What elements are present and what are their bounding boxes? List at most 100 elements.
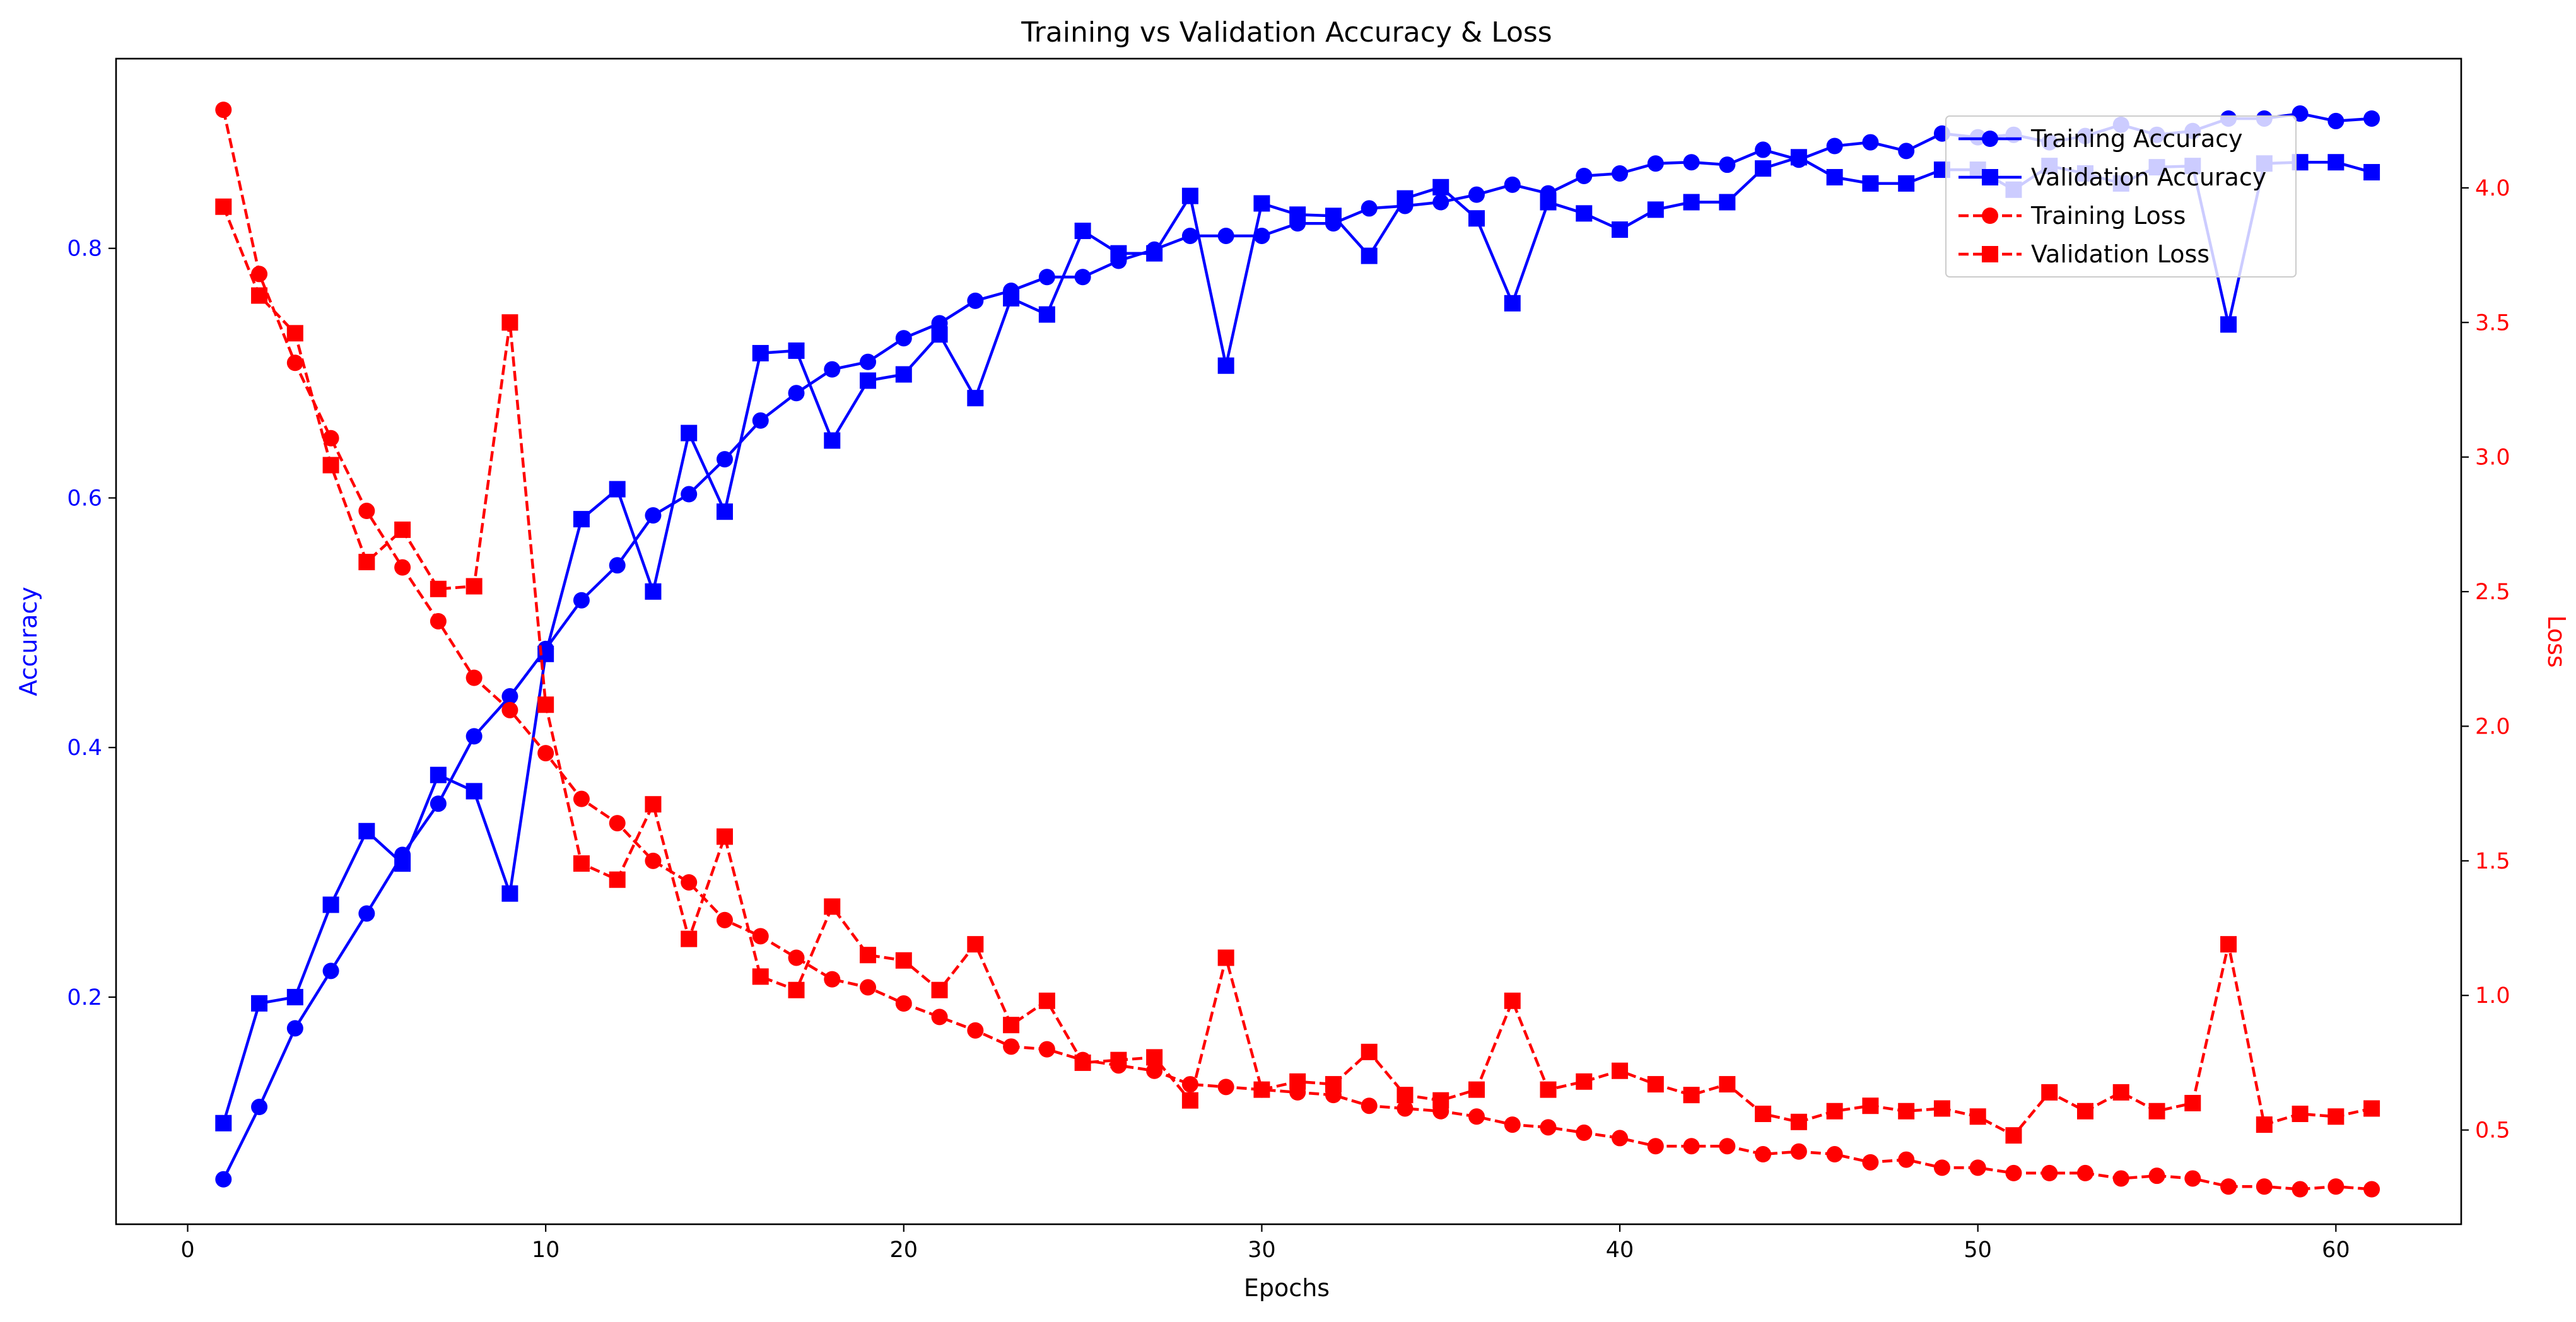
x-tick-label: 50 — [1964, 1237, 1992, 1263]
legend: Training Accuracy Validation Accuracy Trai… — [1945, 115, 2297, 278]
validation-accuracy-point — [2220, 316, 2237, 333]
training-loss-point — [1504, 1116, 1521, 1133]
training-accuracy-point — [2363, 110, 2380, 127]
training-accuracy-point — [1181, 227, 1198, 244]
validation-accuracy-point — [1898, 175, 1915, 192]
training-accuracy-point — [573, 592, 590, 609]
validation-loss-point — [286, 325, 303, 342]
validation-loss-point — [788, 981, 805, 998]
validation-accuracy-point — [251, 995, 268, 1012]
validation-loss-point — [1683, 1087, 1700, 1104]
training-accuracy-point — [824, 361, 841, 378]
training-accuracy-point — [465, 728, 483, 745]
validation-accuracy-point — [1576, 205, 1593, 222]
y-left-tick-label: 0.2 — [67, 985, 102, 1010]
validation-accuracy-point — [1217, 357, 1234, 374]
training-accuracy-point — [967, 292, 984, 309]
y-right-tick-label: 2.0 — [2475, 714, 2510, 739]
training-loss-point — [2184, 1170, 2201, 1187]
training-loss-point — [1361, 1097, 1378, 1114]
training-accuracy-point — [895, 330, 912, 347]
training-loss-point — [967, 1022, 984, 1039]
validation-loss-point — [1647, 1076, 1664, 1093]
training-loss-point — [1146, 1062, 1163, 1079]
validation-accuracy-point — [1110, 245, 1127, 262]
training-loss-point — [2112, 1170, 2129, 1187]
training-loss-point — [1003, 1038, 1020, 1055]
validation-loss-point — [1253, 1081, 1270, 1098]
training-loss-point — [645, 852, 662, 869]
validation-loss-point — [2363, 1100, 2380, 1117]
validation-loss-point — [430, 580, 447, 597]
validation-loss-point — [1110, 1051, 1127, 1068]
x-tick-label: 20 — [890, 1237, 918, 1263]
training-accuracy-point — [430, 795, 447, 812]
validation-loss-point — [1038, 992, 1055, 1009]
y-left-tick-label: 0.6 — [67, 486, 102, 511]
validation-loss-point — [967, 936, 984, 953]
validation-loss-point — [1003, 1017, 1020, 1034]
training-loss-point — [286, 354, 303, 371]
validation-accuracy-point — [1325, 208, 1342, 225]
training-accuracy-point — [322, 962, 339, 980]
validation-loss-point — [251, 287, 268, 304]
training-loss-point — [215, 102, 232, 119]
validation-loss-point — [716, 828, 733, 845]
validation-accuracy-point — [1074, 223, 1091, 240]
training-loss-point — [895, 995, 912, 1012]
validation-loss-point — [358, 554, 375, 571]
validation-loss-point — [1862, 1097, 1879, 1114]
y-right-tick-label: 1.5 — [2475, 849, 2510, 874]
plot-frame — [115, 57, 2462, 1225]
training-accuracy-point — [358, 905, 375, 922]
validation-loss-point — [2184, 1094, 2201, 1111]
validation-loss-point — [1933, 1100, 1950, 1117]
validation-loss-point — [2256, 1116, 2273, 1133]
validation-loss-point — [931, 981, 948, 998]
validation-loss-point — [895, 952, 912, 969]
validation-accuracy-point — [1683, 194, 1700, 211]
training-loss-point — [824, 971, 841, 988]
x-tick-label: 30 — [1248, 1237, 1276, 1263]
validation-accuracy-point — [1790, 149, 1807, 166]
legend-box — [1945, 115, 2297, 278]
training-accuracy-point — [1647, 155, 1664, 172]
validation-accuracy-point — [501, 885, 518, 902]
training-accuracy-point — [752, 412, 769, 429]
legend-training-loss-label: Training Loss — [2030, 202, 2186, 230]
training-accuracy-point — [1862, 134, 1879, 151]
training-loss-point — [2256, 1178, 2273, 1195]
training-accuracy-point — [1898, 143, 1915, 160]
validation-loss-point — [2220, 936, 2237, 953]
chart-title: Training vs Validation Accuracy & Loss — [1021, 16, 1552, 49]
training-loss-point — [1826, 1146, 1843, 1163]
validation-loss-point — [2112, 1084, 2129, 1101]
training-loss-point — [1468, 1108, 1485, 1125]
validation-loss-point — [1504, 992, 1521, 1009]
validation-accuracy-point — [1146, 245, 1163, 262]
training-accuracy-point — [1612, 165, 1629, 182]
training-loss-point — [2041, 1164, 2058, 1181]
validation-loss-point — [2292, 1106, 2309, 1123]
training-accuracy-point — [1253, 227, 1270, 244]
training-accuracy-point — [1217, 227, 1234, 244]
training-loss-point — [1898, 1151, 1915, 1168]
validation-loss-point — [681, 930, 698, 947]
training-loss-point — [1396, 1100, 1414, 1117]
validation-loss-point — [394, 521, 411, 538]
validation-loss-point — [1181, 1092, 1198, 1109]
training-loss-point — [430, 612, 447, 629]
validation-loss-point — [1576, 1073, 1593, 1090]
legend-training-accuracy-label: Training Accuracy — [2030, 125, 2243, 153]
training-loss-point — [716, 911, 733, 928]
legend-validation-loss-label: Validation Loss — [2031, 240, 2210, 268]
y-left-tick-label: 0.4 — [67, 735, 102, 761]
validation-loss-point — [2041, 1084, 2058, 1101]
y-right-tick-label: 4.0 — [2475, 176, 2510, 201]
validation-loss-point — [1540, 1081, 1557, 1098]
validation-accuracy-point — [1038, 306, 1055, 323]
training-loss-point — [1933, 1159, 1950, 1176]
training-accuracy-point — [681, 486, 698, 503]
training-accuracy-point — [788, 385, 805, 402]
validation-accuracy-point — [215, 1114, 232, 1132]
